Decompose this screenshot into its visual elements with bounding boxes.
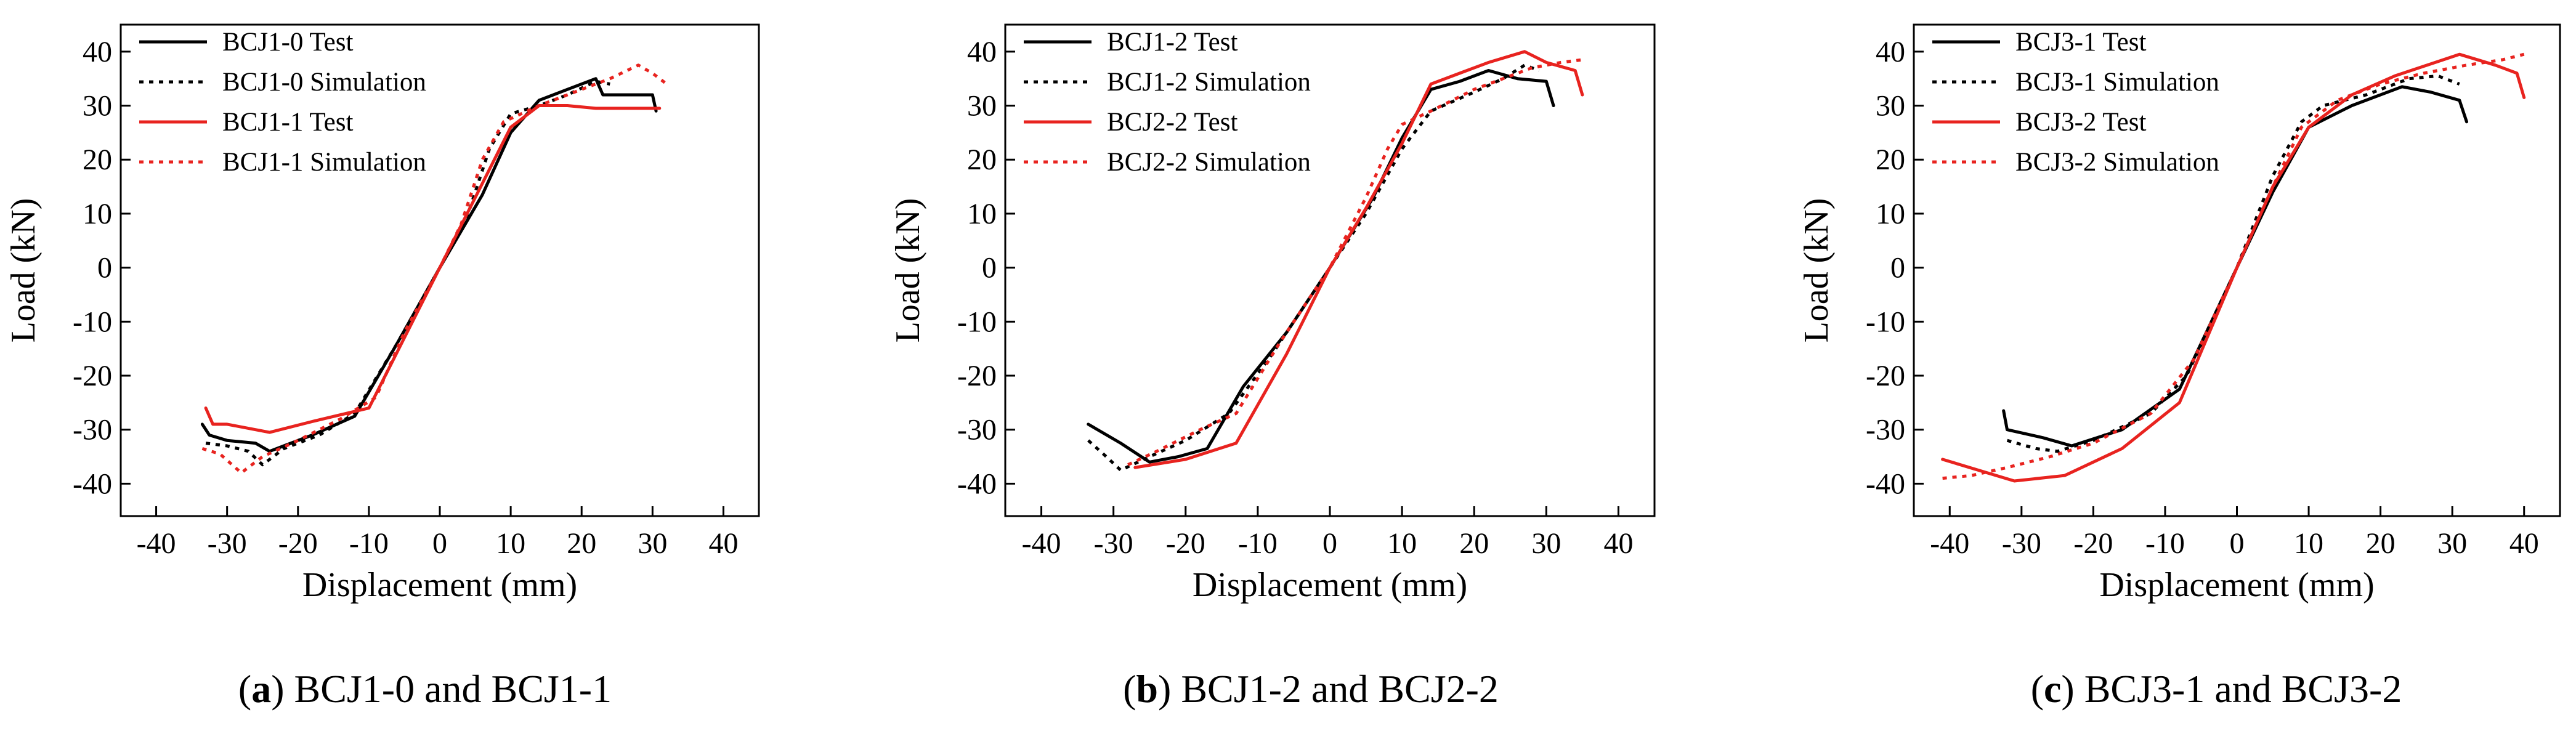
- panel-caption: (b) BCJ1-2 and BCJ2-2: [1123, 667, 1499, 711]
- x-tick-label: -10: [2145, 527, 2185, 560]
- y-tick-label: -40: [957, 467, 997, 500]
- y-axis-label: Load (kN): [889, 198, 927, 343]
- x-tick-label: 30: [2437, 527, 2467, 560]
- legend-label-4: BCJ1-1 Simulation: [222, 148, 426, 177]
- y-tick-label: -20: [73, 360, 112, 392]
- x-tick-label: -20: [278, 527, 318, 560]
- legend-label-1: BCJ1-0 Test: [222, 28, 353, 57]
- x-axis-label: Displacement (mm): [1193, 566, 1467, 604]
- y-tick-label: -10: [1866, 305, 1905, 338]
- x-tick-label: -30: [208, 527, 247, 560]
- caption-paren-open: (: [1123, 667, 1136, 711]
- x-tick-label: -40: [1022, 527, 1061, 560]
- caption-letter: b: [1136, 667, 1158, 711]
- chart-panel-2: -40 -30 -20 -10 0 10 20 30 40403020100-10-20-30-…: [889, 23, 1656, 711]
- caption-text: BCJ1-0 and BCJ1-1: [294, 667, 612, 711]
- caption-letter: c: [2044, 667, 2061, 711]
- x-axis-label: Displacement (mm): [2099, 566, 2374, 604]
- caption-paren-close: ): [1158, 667, 1181, 711]
- x-tick-label: 40: [1603, 527, 1633, 560]
- y-tick-label: -10: [73, 305, 112, 338]
- series-line-4: [1942, 52, 2525, 480]
- x-tick-label: 30: [1531, 527, 1561, 560]
- x-tick-label: -30: [2002, 527, 2041, 560]
- legend-label-2: BCJ1-2 Simulation: [1107, 68, 1311, 97]
- series-line-2: [2006, 74, 2460, 453]
- x-tick-label: 30: [638, 527, 667, 560]
- chart-panel-1: -40 -30 -20 -10 0 10 20 30 40403020100-10-20-30-…: [4, 23, 760, 711]
- chart-panel-3: -40 -30 -20 -10 0 10 20 30 40403020100-10-20-30-…: [1797, 23, 2561, 711]
- y-tick-label: -30: [1866, 414, 1905, 446]
- legend-label-3: BCJ2-2 Test: [1107, 108, 1237, 137]
- x-tick-label: -40: [137, 527, 176, 560]
- x-tick-label: 20: [567, 527, 596, 560]
- y-tick-label: 0: [97, 252, 112, 285]
- y-axis-label: Load (kN): [1797, 198, 1836, 343]
- legend-label-1: BCJ3-1 Test: [2015, 28, 2146, 57]
- x-tick-label: 40: [708, 527, 738, 560]
- caption-paren-open: (: [238, 667, 251, 711]
- legend-label-4: BCJ2-2 Simulation: [1107, 148, 1311, 177]
- panel-caption: (a) BCJ1-0 and BCJ1-1: [238, 667, 612, 711]
- legend-label-3: BCJ1-1 Test: [222, 108, 353, 137]
- y-tick-label: 20: [83, 143, 112, 176]
- y-tick-label: 0: [1890, 252, 1905, 285]
- series-line-2: [205, 79, 610, 467]
- y-tick-label: -30: [957, 414, 997, 446]
- y-tick-label: -40: [73, 467, 112, 500]
- panel-caption: (c) BCJ3-1 and BCJ3-2: [2031, 667, 2402, 711]
- x-tick-label: -20: [2073, 527, 2113, 560]
- x-tick-label: -20: [1166, 527, 1205, 560]
- x-tick-label: 10: [2294, 527, 2323, 560]
- legend-label-2: BCJ1-0 Simulation: [222, 68, 426, 97]
- series-line-3: [1133, 50, 1584, 469]
- x-tick-label: -10: [349, 527, 389, 560]
- x-tick-label: 0: [2230, 527, 2245, 560]
- y-tick-label: 40: [1876, 36, 1905, 68]
- x-axis-label: Displacement (mm): [302, 566, 577, 604]
- x-tick-label: 10: [1387, 527, 1417, 560]
- y-tick-label: 40: [967, 36, 997, 68]
- legend-label-4: BCJ3-2 Simulation: [2015, 148, 2219, 177]
- caption-paren-close: ): [271, 667, 294, 711]
- x-tick-label: 40: [2509, 527, 2539, 560]
- y-tick-label: 10: [967, 198, 997, 230]
- panels: -40 -30 -20 -10 0 10 20 30 40403020100-10-20-30-…: [4, 23, 2561, 711]
- x-tick-label: 0: [432, 527, 447, 560]
- y-tick-label: 30: [1876, 90, 1905, 123]
- series-line-4: [1127, 58, 1583, 466]
- y-tick-label: 40: [83, 36, 112, 68]
- y-tick-label: -10: [957, 305, 997, 338]
- series-line-1: [2002, 85, 2468, 448]
- x-tick-label: -40: [1930, 527, 1969, 560]
- y-tick-label: -20: [1866, 360, 1905, 392]
- y-tick-label: 20: [1876, 143, 1905, 176]
- y-tick-label: -20: [957, 360, 997, 392]
- caption-text: BCJ3-1 and BCJ3-2: [2084, 667, 2402, 711]
- caption-paren-open: (: [2031, 667, 2044, 711]
- x-tick-label: 0: [1322, 527, 1337, 560]
- y-tick-label: 10: [83, 198, 112, 230]
- caption-letter: a: [251, 667, 271, 711]
- y-tick-label: -30: [73, 414, 112, 446]
- y-tick-label: 10: [1876, 198, 1905, 230]
- y-tick-label: 0: [982, 252, 997, 285]
- legend-label-2: BCJ3-1 Simulation: [2015, 68, 2219, 97]
- y-axis-label: Load (kN): [4, 198, 43, 343]
- legend-label-3: BCJ3-2 Test: [2015, 108, 2146, 137]
- x-tick-label: 20: [2366, 527, 2396, 560]
- x-tick-label: 20: [1459, 527, 1489, 560]
- x-tick-label: 10: [496, 527, 525, 560]
- x-tick-label: -30: [1094, 527, 1133, 560]
- x-tick-label: -10: [1238, 527, 1278, 560]
- legend-label-1: BCJ1-2 Test: [1107, 28, 1237, 57]
- y-tick-label: 20: [967, 143, 997, 176]
- series-line-4: [201, 63, 668, 475]
- caption-text: BCJ1-2 and BCJ2-2: [1181, 667, 1499, 711]
- y-tick-label: 30: [967, 90, 997, 123]
- caption-paren-close: ): [2061, 667, 2084, 711]
- y-tick-label: -40: [1866, 467, 1905, 500]
- y-tick-label: 30: [83, 90, 112, 123]
